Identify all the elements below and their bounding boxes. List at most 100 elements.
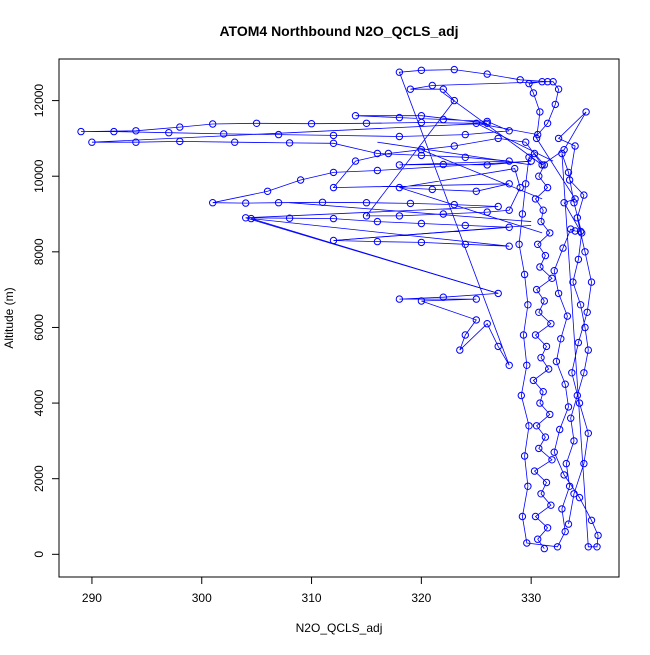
data-point xyxy=(517,391,525,400)
data-point xyxy=(329,168,338,177)
data-point xyxy=(483,70,491,78)
data-point xyxy=(576,227,585,236)
x-tick-label: 310 xyxy=(302,591,322,605)
data-points-layer xyxy=(77,65,602,553)
data-point xyxy=(574,255,583,264)
data-point xyxy=(417,238,426,247)
y-tick-label: 8000 xyxy=(32,238,46,265)
data-point xyxy=(534,130,542,139)
data-point xyxy=(584,543,592,551)
y-tick-label: 0 xyxy=(32,551,46,558)
data-point xyxy=(450,65,458,74)
data-point xyxy=(531,331,540,339)
data-point xyxy=(132,138,140,146)
data-point xyxy=(456,346,464,354)
data-point xyxy=(406,85,415,93)
data-point xyxy=(525,79,533,88)
data-point xyxy=(537,354,545,362)
data-point xyxy=(450,96,458,105)
data-point xyxy=(536,399,544,407)
data-point xyxy=(568,369,576,377)
x-axis-label: N2O_QCLS_adj xyxy=(296,621,383,635)
data-point xyxy=(548,456,556,464)
data-point xyxy=(483,208,491,216)
data-point xyxy=(550,448,558,456)
data-point xyxy=(524,482,532,490)
data-point xyxy=(550,267,558,275)
data-point xyxy=(505,180,513,188)
data-point xyxy=(132,127,140,135)
data-point xyxy=(505,157,513,165)
data-point xyxy=(545,365,553,373)
data-point xyxy=(461,240,469,249)
data-point xyxy=(564,403,573,411)
data-point xyxy=(529,376,538,385)
data-point xyxy=(373,149,382,158)
data-point xyxy=(461,221,469,230)
data-point xyxy=(532,285,541,294)
data-point xyxy=(570,437,578,445)
data-point xyxy=(573,214,581,222)
connecting-segment xyxy=(443,92,543,166)
data-point xyxy=(439,293,447,301)
connecting-segment xyxy=(289,202,532,222)
data-point xyxy=(520,452,529,460)
data-point xyxy=(395,68,404,76)
data-point xyxy=(285,214,294,222)
data-point xyxy=(329,236,338,245)
data-point xyxy=(541,433,550,441)
data-point xyxy=(428,81,436,90)
data-point xyxy=(540,297,548,305)
data-point xyxy=(556,425,564,434)
data-point xyxy=(242,214,250,222)
data-point xyxy=(522,180,530,188)
data-point xyxy=(417,219,426,228)
data-point xyxy=(522,138,530,146)
data-point xyxy=(553,543,562,551)
data-point xyxy=(529,89,538,97)
data-point xyxy=(537,490,545,498)
data-point xyxy=(329,183,338,192)
x-tick-label: 290 xyxy=(82,591,102,605)
data-point xyxy=(580,459,588,468)
data-point xyxy=(450,142,458,150)
data-point xyxy=(551,100,559,109)
data-point xyxy=(373,217,382,226)
data-point xyxy=(417,66,426,75)
data-point xyxy=(554,289,563,298)
chart-title: ATOM4 Northbound N2O_QCLS_adj xyxy=(219,23,458,39)
data-point xyxy=(532,422,541,430)
data-point xyxy=(584,346,592,354)
data-point xyxy=(530,467,539,475)
data-point xyxy=(461,331,469,339)
data-point xyxy=(574,338,583,347)
data-point xyxy=(417,297,426,305)
data-point xyxy=(535,444,543,453)
data-point xyxy=(373,237,382,246)
y-tick-label: 12000 xyxy=(32,84,46,118)
data-point xyxy=(274,130,283,139)
data-point xyxy=(537,217,545,226)
data-point xyxy=(417,151,426,160)
data-point xyxy=(511,164,519,173)
data-point xyxy=(523,361,531,369)
data-point xyxy=(536,108,544,116)
data-point xyxy=(209,120,217,128)
data-point xyxy=(494,342,502,351)
data-point xyxy=(77,127,85,136)
data-point xyxy=(580,369,588,377)
y-axis: 0 2000 4000 6000 8000 10000 12000 xyxy=(32,84,60,558)
data-point xyxy=(362,212,371,220)
data-point xyxy=(540,161,548,169)
data-point xyxy=(505,242,513,250)
data-point xyxy=(567,414,575,422)
data-point xyxy=(558,149,566,158)
data-point xyxy=(285,139,294,147)
data-point xyxy=(428,185,436,194)
data-point xyxy=(560,199,568,207)
data-point xyxy=(505,223,513,232)
data-point xyxy=(538,78,546,86)
data-point xyxy=(494,134,502,143)
data-point xyxy=(242,199,250,207)
